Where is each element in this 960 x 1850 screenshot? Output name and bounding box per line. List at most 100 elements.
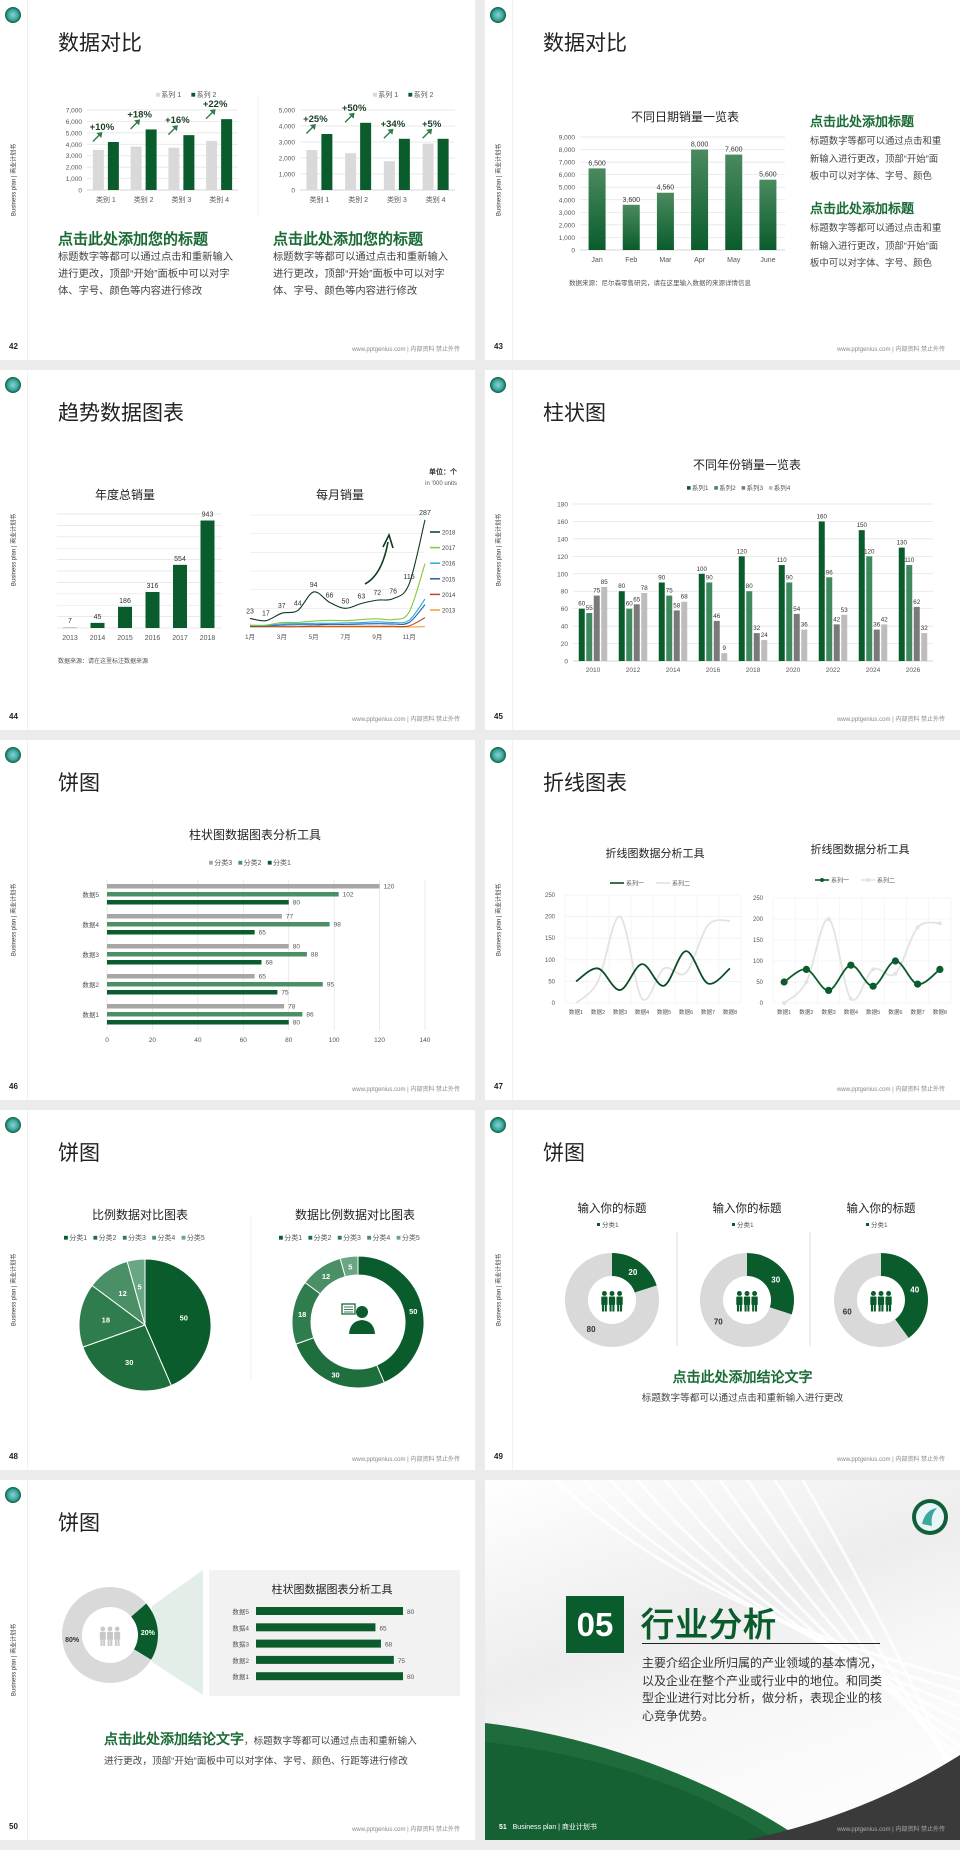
slide-title: 数据对比 xyxy=(543,32,627,55)
data-label: 110 xyxy=(777,557,787,564)
slice-label: 12 xyxy=(118,1289,126,1298)
legend-label: 系列4 xyxy=(774,483,791,492)
data-point xyxy=(871,967,876,972)
legend-swatch xyxy=(687,486,691,490)
slide-42[interactable]: Business plan | 商业计划书 数据对比 0 1,000 2,000 3,… xyxy=(0,0,475,360)
left-body: 标题数字等都可以通过点击和重新输入进行更改，顶部“开始”面板中可以对字体、字号、… xyxy=(58,252,234,297)
pie-slice xyxy=(881,1253,928,1339)
bar xyxy=(866,556,873,661)
data-source: 数据来源：尼尔森零售研究，请在这里输入数据的来源详情信息 xyxy=(569,280,751,287)
trend-arrow-icon xyxy=(364,541,389,585)
y-tick-label: 4,000 xyxy=(559,197,576,204)
data-label: 58 xyxy=(673,602,680,609)
legend-swatch xyxy=(714,486,718,490)
section-description: 主要介绍企业所归属的产业领域的基本情况，以及企业在整个产业或行业中的地位。和同类… xyxy=(642,1656,883,1723)
data-label: 150 xyxy=(857,522,868,529)
data-label: 42 xyxy=(833,616,840,623)
background-curve xyxy=(663,1480,960,1735)
person-head xyxy=(878,1290,884,1296)
x-tick-label: 60 xyxy=(240,1037,248,1044)
bar xyxy=(107,960,262,965)
slide-46[interactable]: Business plan | 商业计划书 饼图 柱状图数据图表分析工具 分类3 分… xyxy=(0,740,475,1100)
block-body: 标题数字等都可以通过点击和重新输入进行更改，顶部“开始”面板中可以对字体、字号、… xyxy=(810,135,942,181)
decoration xyxy=(485,1480,960,1840)
bar xyxy=(130,146,142,190)
pie-slice xyxy=(131,1603,158,1660)
data-label: 72 xyxy=(373,590,381,597)
data-label: 86 xyxy=(306,1012,314,1019)
person-leg xyxy=(103,1639,106,1646)
x-tick-label: 数据7 xyxy=(701,1008,715,1016)
bar xyxy=(118,606,132,628)
logo-icon xyxy=(490,377,506,393)
data-label: 50 xyxy=(342,598,350,605)
footer-text: www.pptgenius.com | 内部资料 禁止外传 xyxy=(352,1087,460,1093)
chart-area: 0 1,000 2,000 3,000 4,000 5,000 6,000 7,000 类别 1… xyxy=(66,90,455,215)
bar xyxy=(666,595,673,661)
category-label: 类别 2 xyxy=(134,195,154,204)
side-strip xyxy=(0,0,28,360)
data-label: 62 xyxy=(913,599,920,606)
x-tick-label: 数据2 xyxy=(591,1008,605,1016)
bar xyxy=(738,556,745,661)
slide-48[interactable]: Business plan | 商业计划书 饼图 比例数据对比图表 数据比例数据对… xyxy=(0,1110,475,1470)
legend-label: 2015 xyxy=(442,577,456,583)
data-label: 90 xyxy=(658,575,665,582)
chart-title: 折线图数据分析工具 xyxy=(811,842,910,856)
slide-45[interactable]: Business plan | 商业计划书 柱状图 不同年份销量一览表 系列1 系列… xyxy=(485,370,960,730)
category-label: 2012 xyxy=(626,667,641,674)
y-tick-label: 3,000 xyxy=(559,210,576,217)
slide-47[interactable]: Business plan | 商业计划书 折线图表 折线图数据分析工具 0 50 1… xyxy=(485,740,960,1100)
category-label: Jan xyxy=(591,257,602,264)
data-label: 55 xyxy=(586,605,593,612)
legend-label: 分类3 xyxy=(214,858,232,867)
data-label: 44 xyxy=(294,601,302,608)
person-leg xyxy=(873,1304,876,1312)
right-body: 标题数字等都可以通过点击和重新输入进行更改，顶部“开始”面板中可以对字体、字号、… xyxy=(273,252,449,297)
person-body xyxy=(99,1631,106,1640)
bar xyxy=(321,134,333,190)
slide-44[interactable]: Business plan | 商业计划书 趋势数据图表 年度总销量 7 2013 4… xyxy=(0,370,475,730)
arrow-up-icon xyxy=(422,128,433,139)
y-tick-label: 160 xyxy=(557,519,568,526)
y-tick-label: 100 xyxy=(557,571,568,578)
bar xyxy=(107,142,119,190)
category-label: 2018 xyxy=(746,667,761,674)
data-label: 7,600 xyxy=(725,147,743,154)
people-icon xyxy=(99,1626,121,1646)
bar xyxy=(881,624,888,661)
category-label: May xyxy=(727,257,741,264)
y-tick-label: 4,000 xyxy=(279,124,296,131)
y-tick-label: 100 xyxy=(753,959,764,965)
pie-slice xyxy=(747,1253,794,1315)
person-leg xyxy=(870,1304,874,1312)
category-label: 类别 2 xyxy=(348,195,368,204)
x-tick-label: 80 xyxy=(285,1037,293,1044)
arrow-up-icon xyxy=(305,124,316,134)
slide-43[interactable]: Business plan | 商业计划书 数据对比 不同日期销量一览表 0 1,0… xyxy=(485,0,960,360)
slide-50[interactable]: Business plan | 商业计划书 饼图 20% 80% 柱状图数据图表分析… xyxy=(0,1480,475,1840)
bar xyxy=(306,150,318,190)
legend-label: 分类3 xyxy=(343,1233,361,1242)
page-number: 42 xyxy=(9,342,18,351)
slide-51-section-cover[interactable]: 05 行业分析 主要介绍企业所归属的产业领域的基本情况，以及企业在整个产业或行业… xyxy=(485,1480,960,1840)
pie-slice xyxy=(82,1324,172,1392)
bar xyxy=(173,564,187,628)
y-tick-label: 3,000 xyxy=(66,153,83,160)
bar xyxy=(593,595,600,661)
person-head xyxy=(886,1290,892,1296)
data-label: 17 xyxy=(262,611,270,618)
slide-49[interactable]: Business plan | 商业计划书 饼图 输入你的标题 分类1 20 80 输入… xyxy=(485,1110,960,1470)
person-head xyxy=(736,1290,742,1296)
y-tick-label: 2,000 xyxy=(66,165,83,172)
data-label: 63 xyxy=(357,593,365,600)
slice-label: 12 xyxy=(322,1272,330,1281)
data-label: 23 xyxy=(246,608,254,615)
y-tick-label: 200 xyxy=(545,915,556,921)
side-strip xyxy=(485,1110,513,1470)
bar xyxy=(761,640,768,661)
y-tick-label: 5,000 xyxy=(559,185,576,192)
person-head xyxy=(744,1290,750,1296)
slide-title: 趋势数据图表 xyxy=(58,402,184,425)
bar xyxy=(725,154,743,250)
